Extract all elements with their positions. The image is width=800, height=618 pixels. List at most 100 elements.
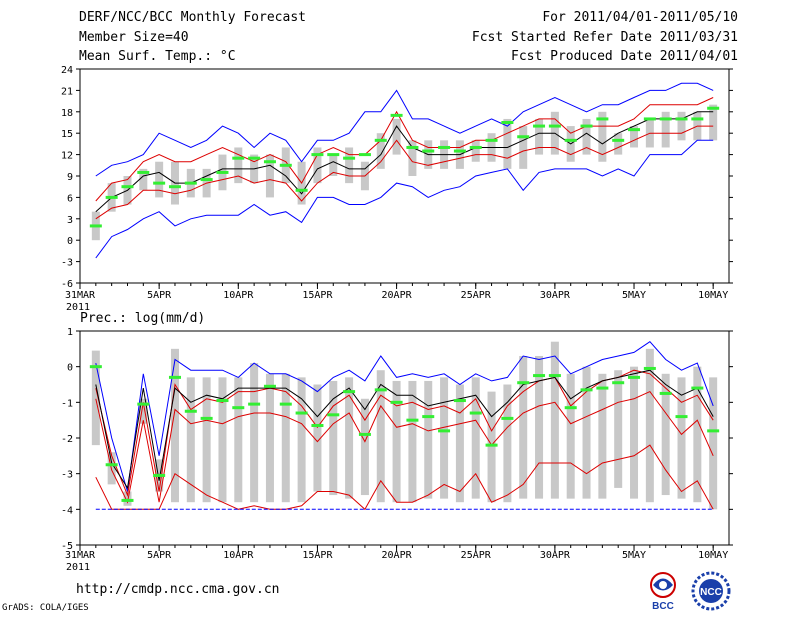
median-marker bbox=[469, 145, 482, 149]
median-marker bbox=[453, 149, 466, 153]
median-marker bbox=[137, 402, 150, 406]
started-refer-date-label: Fcst Started Refer Date 2011/03/31 bbox=[471, 30, 738, 45]
median-marker bbox=[168, 375, 181, 379]
spread-box bbox=[313, 147, 322, 184]
median-marker bbox=[358, 432, 371, 436]
x-tick-label: 25APR bbox=[461, 550, 492, 561]
variable-label: Mean Surf. Temp.: °C bbox=[79, 49, 236, 64]
median-marker bbox=[374, 388, 387, 392]
series-lower-line bbox=[95, 125, 714, 220]
spread-box bbox=[123, 491, 132, 506]
x-year-label: 2011 bbox=[66, 562, 90, 573]
spread-box bbox=[250, 363, 259, 503]
spread-box bbox=[598, 111, 607, 162]
ncc-logo-text: NCC bbox=[700, 587, 722, 598]
spread-box bbox=[645, 348, 654, 503]
median-marker bbox=[659, 391, 672, 395]
plot-title: Prec.: log(mm/d) bbox=[80, 311, 205, 326]
median-marker bbox=[548, 374, 561, 378]
y-tick-label: -5 bbox=[61, 541, 73, 552]
spread-box bbox=[709, 377, 718, 510]
spread-box bbox=[265, 373, 274, 503]
median-marker bbox=[105, 195, 118, 199]
spread-box bbox=[709, 104, 718, 141]
median-marker bbox=[691, 386, 704, 390]
spread-box bbox=[487, 391, 496, 503]
median-marker bbox=[501, 121, 514, 124]
median-marker bbox=[121, 498, 134, 502]
median-marker bbox=[184, 181, 197, 185]
median-marker bbox=[675, 415, 688, 419]
spread-box bbox=[535, 355, 544, 499]
y-tick-label: 12 bbox=[61, 151, 73, 162]
x-year-label: 2011 bbox=[66, 302, 90, 313]
spread-box bbox=[329, 380, 338, 496]
spread-box bbox=[582, 118, 591, 155]
spread-box bbox=[265, 154, 274, 198]
median-marker bbox=[533, 374, 546, 378]
spread-box bbox=[677, 111, 686, 141]
median-marker bbox=[643, 366, 656, 370]
median-marker bbox=[358, 153, 371, 157]
median-marker bbox=[517, 381, 530, 385]
y-tick-label: 0 bbox=[67, 236, 73, 247]
bcc-logo-icon: BCC bbox=[650, 572, 676, 612]
spread-box bbox=[661, 373, 670, 496]
median-marker bbox=[675, 117, 688, 121]
median-marker bbox=[343, 390, 356, 394]
median-marker bbox=[564, 138, 577, 142]
median-marker bbox=[153, 181, 166, 185]
spread-box bbox=[408, 140, 417, 176]
y-tick-label: -6 bbox=[61, 279, 73, 290]
spread-box bbox=[218, 377, 227, 503]
spread-box bbox=[614, 133, 623, 155]
y-tick-label: 18 bbox=[61, 108, 73, 119]
series-min-line bbox=[95, 139, 714, 259]
spread-box bbox=[155, 161, 164, 198]
median-marker bbox=[263, 160, 276, 164]
median-marker bbox=[659, 117, 672, 121]
median-marker bbox=[327, 153, 340, 157]
x-tick-label: 15APR bbox=[302, 290, 333, 301]
median-marker bbox=[105, 463, 118, 467]
spread-box bbox=[582, 366, 591, 499]
spread-box bbox=[630, 126, 639, 148]
forecast-period-label: For 2011/04/01-2011/05/10 bbox=[542, 10, 738, 25]
x-tick-label: 5APR bbox=[147, 290, 172, 301]
median-marker bbox=[200, 416, 213, 420]
y-tick-label: 3 bbox=[67, 215, 73, 226]
spread-box bbox=[519, 355, 528, 499]
plot-precipitation: -5 -4 -3 -2 -1 0 1 31MAR 5APR 10APR 15APR 20APR 25AP… bbox=[61, 311, 733, 573]
x-tick-label: 30APR bbox=[540, 290, 571, 301]
series-mean-line bbox=[95, 369, 714, 490]
x-tick-label: 5MAY bbox=[622, 550, 646, 561]
spread-box bbox=[329, 154, 338, 176]
x-tick-label: 15APR bbox=[302, 550, 333, 561]
y-tick-label: -4 bbox=[61, 505, 73, 516]
chart-title: DERF/NCC/BCC Monthly Forecast bbox=[79, 10, 306, 25]
spread-box bbox=[535, 118, 544, 155]
series-upper-line bbox=[95, 97, 714, 202]
spread-box bbox=[503, 118, 512, 169]
source-url[interactable]: http://cmdp.ncc.cma.gov.cn bbox=[76, 582, 280, 597]
x-tick-label: 10APR bbox=[223, 550, 254, 561]
median-marker bbox=[707, 106, 720, 110]
produced-date-label: Fcst Produced Date 2011/04/01 bbox=[511, 49, 738, 64]
median-marker bbox=[485, 138, 498, 142]
y-tick-label: -3 bbox=[61, 470, 73, 481]
spread-box bbox=[455, 384, 464, 503]
x-tick-label: 20APR bbox=[382, 290, 413, 301]
median-marker bbox=[248, 402, 261, 406]
median-marker bbox=[422, 149, 435, 153]
y-tick-label: -2 bbox=[61, 434, 73, 445]
median-marker bbox=[501, 416, 514, 420]
spread-box bbox=[661, 111, 670, 148]
spread-box bbox=[234, 377, 243, 503]
median-marker bbox=[612, 138, 625, 142]
spread-box bbox=[503, 384, 512, 503]
median-marker bbox=[295, 188, 308, 192]
median-marker bbox=[580, 388, 593, 392]
median-marker bbox=[216, 399, 229, 403]
median-marker bbox=[153, 473, 166, 477]
median-marker bbox=[438, 145, 451, 149]
